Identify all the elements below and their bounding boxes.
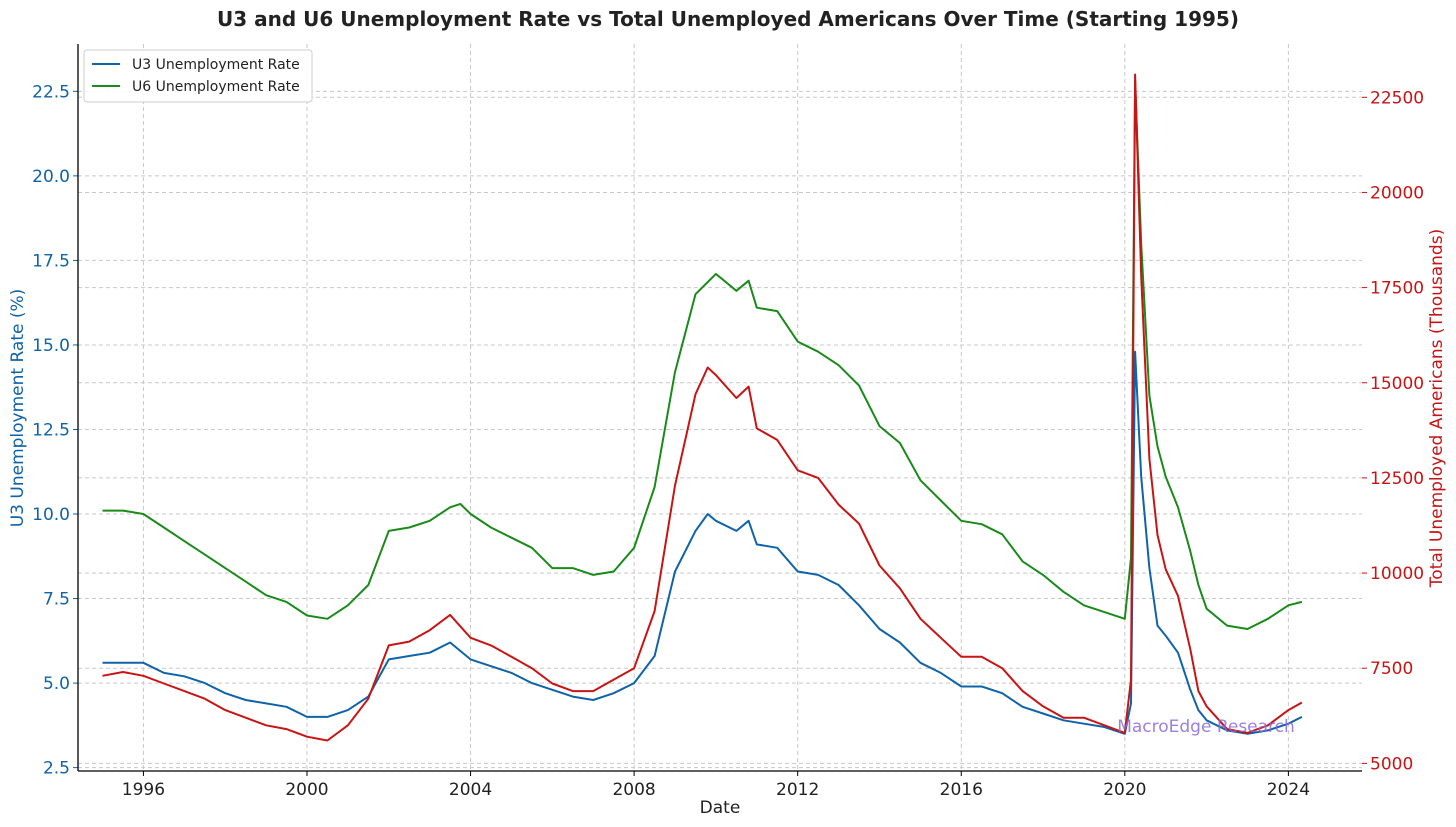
x-tick-label-1996: 1996 (122, 780, 165, 800)
legend-label-u6: U6 Unemployment Rate (132, 79, 300, 95)
plot-area (102, 73, 1303, 742)
x-tick-label-2012: 2012 (776, 780, 819, 800)
legend: U3 Unemployment Rate U6 Unemployment Rat… (83, 49, 313, 103)
left-y-tick-label-6: 17.5 (32, 251, 70, 271)
left-y-tick-label-7: 20.0 (32, 167, 70, 187)
legend-box (83, 49, 313, 103)
series-line-u6-unemployment-rate (102, 80, 1303, 630)
left-y-tick-label-3: 10.0 (32, 505, 70, 525)
x-tick-label-2024: 2024 (1267, 780, 1310, 800)
right-y-axis-label: Total Unemployed Americans (Thousands) (1427, 229, 1447, 588)
x-tick-label-2004: 2004 (449, 780, 492, 800)
right-y-tick-label-4: 15000 (1370, 374, 1424, 394)
x-axis-label: Date (700, 798, 741, 818)
left-y-tick-label-0: 2.5 (43, 759, 70, 779)
legend-label-u3: U3 Unemployment Rate (132, 57, 300, 73)
left-y-tick-label-5: 15.0 (32, 336, 70, 356)
series-line-u3-unemployment-rate (102, 350, 1303, 735)
left-y-tick-label-1: 5.0 (43, 674, 70, 694)
x-tick-label-2016: 2016 (940, 780, 983, 800)
x-tick-label-2020: 2020 (1103, 780, 1146, 800)
left-y-tick-label-4: 12.5 (32, 420, 70, 440)
right-y-tick-label-3: 12500 (1370, 469, 1424, 489)
series-line-total-unemployed-americans (102, 73, 1303, 742)
left-y-axis-label: U3 Unemployment Rate (%) (8, 289, 28, 528)
right-y-tick-label-5: 17500 (1370, 279, 1424, 299)
right-y-tick-label-0: 5000 (1370, 754, 1413, 774)
x-tick-label-2000: 2000 (285, 780, 328, 800)
right-y-tick-label-1: 7500 (1370, 659, 1413, 679)
watermark-annotation: MacroEdge Research (1117, 717, 1295, 737)
axes: 1996 2000 2004 2008 2012 2016 2020 2024 2.5 5.0 7.… (32, 44, 1424, 800)
grid (78, 44, 1362, 771)
right-y-tick-label-2: 10000 (1370, 564, 1424, 584)
chart-title: U3 and U6 Unemployment Rate vs Total Une… (217, 7, 1239, 31)
left-y-tick-label-2: 7.5 (43, 590, 70, 610)
right-y-tick-label-7: 22500 (1370, 88, 1424, 108)
x-tick-label-2008: 2008 (612, 780, 655, 800)
right-y-tick-label-6: 20000 (1370, 183, 1424, 203)
left-y-tick-label-8: 22.5 (32, 82, 70, 102)
